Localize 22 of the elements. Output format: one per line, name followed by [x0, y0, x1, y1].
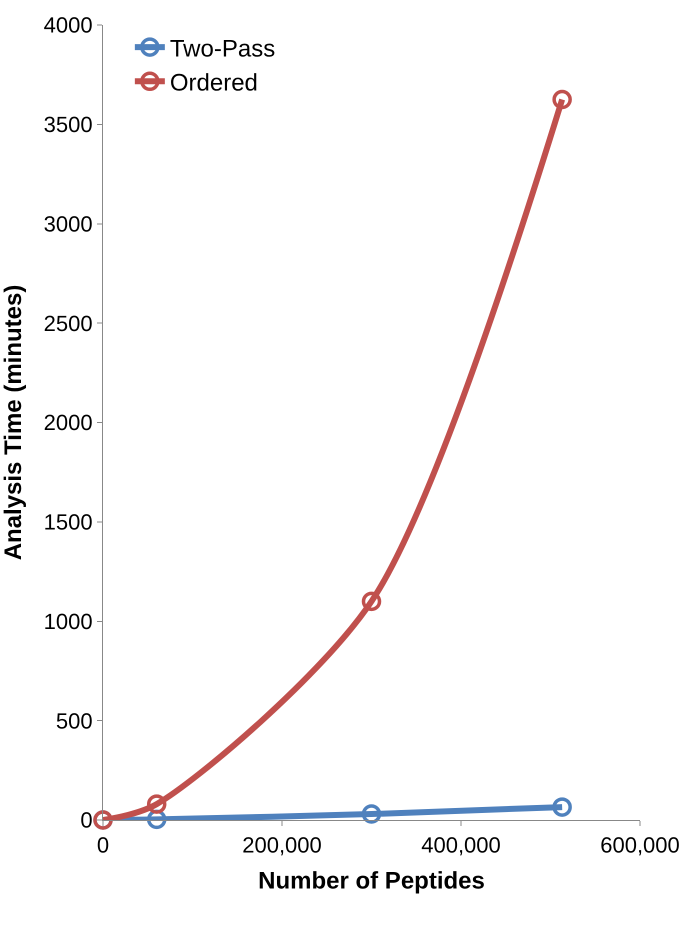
point: [552, 90, 572, 110]
point: [362, 804, 382, 824]
x-tick-label: 400,000: [421, 832, 501, 858]
y-tick-label: 4000: [44, 12, 93, 38]
x-tick-label: 600,000: [600, 832, 680, 858]
y-tick-label: 500: [56, 708, 93, 734]
y-tick-label: 1000: [44, 608, 93, 634]
x-tick-label: 0: [96, 832, 110, 858]
y-tick-label: 3500: [44, 112, 93, 138]
x-axis-title: Number of Peptides: [258, 868, 485, 895]
y-tick-label: 2500: [44, 310, 93, 336]
y-tick-label: 0: [80, 808, 93, 833]
point: [552, 797, 572, 817]
y-tick-label: 3000: [44, 211, 93, 236]
y-tick-label: 1500: [44, 510, 93, 535]
y-axis-title: Analysis Time (minutes): [0, 284, 27, 560]
legend-label: Ordered: [170, 70, 258, 97]
y-tick-label: 2000: [44, 410, 93, 436]
legend-label: Two-Pass: [170, 35, 276, 62]
point: [146, 794, 166, 814]
x-tick-label: 200,000: [242, 832, 322, 858]
point: [362, 592, 382, 612]
